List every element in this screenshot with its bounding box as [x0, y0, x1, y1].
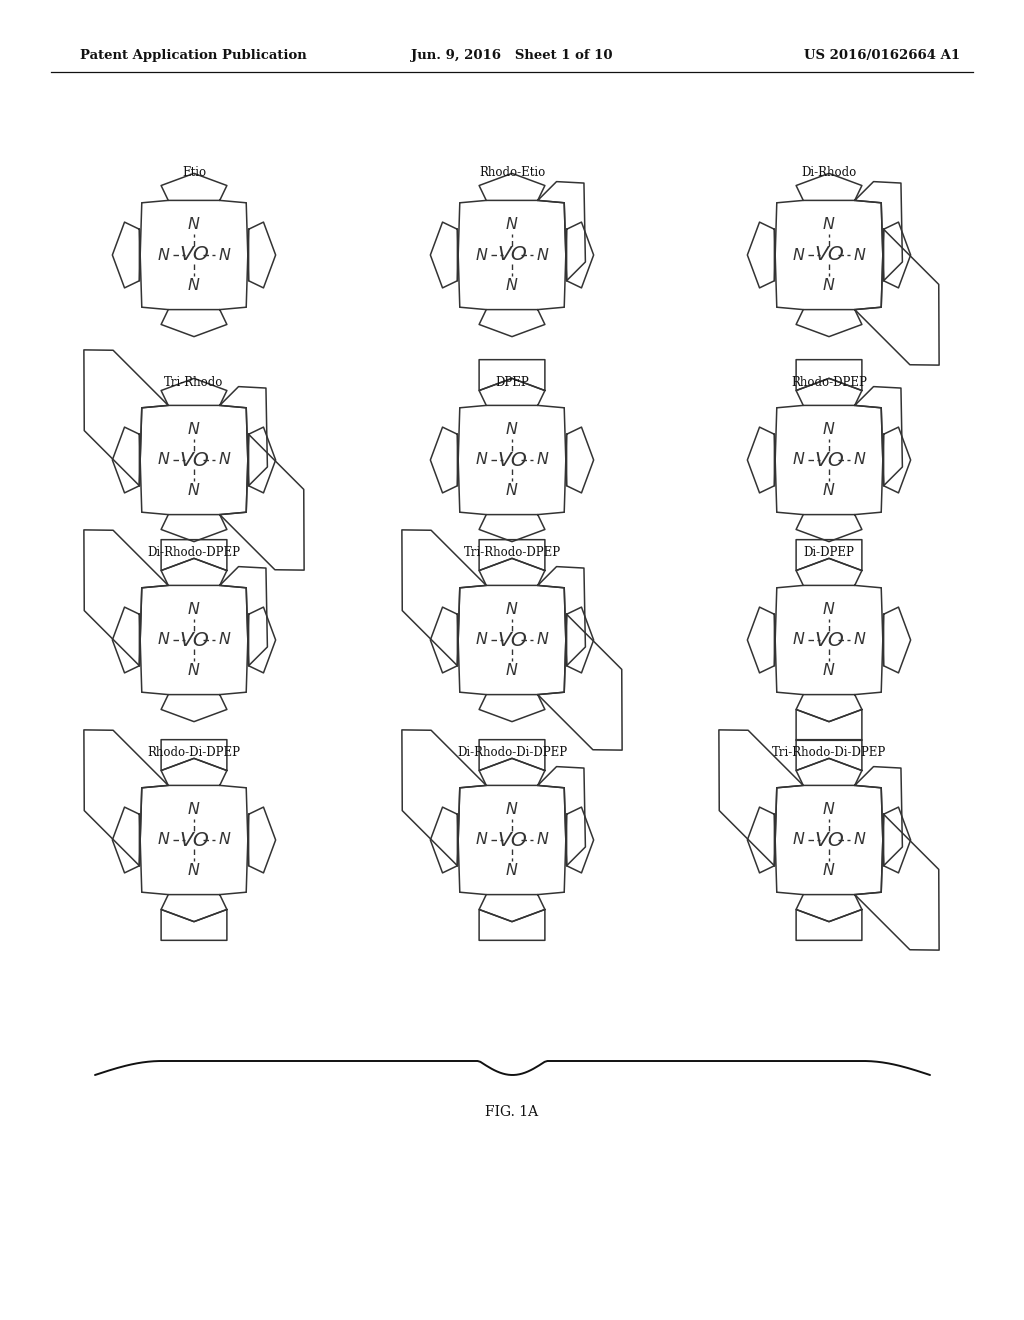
Text: N: N: [188, 218, 200, 232]
Text: N: N: [188, 663, 200, 677]
Text: N: N: [218, 453, 230, 467]
Text: N: N: [823, 602, 835, 618]
Text: N: N: [188, 863, 200, 878]
Text: VO: VO: [179, 631, 209, 649]
Text: N: N: [853, 453, 865, 467]
Text: DPEP: DPEP: [496, 376, 528, 389]
Text: N: N: [506, 863, 518, 878]
Text: VO: VO: [497, 450, 527, 470]
Text: N: N: [823, 483, 835, 498]
Text: VO: VO: [814, 830, 844, 850]
Text: N: N: [793, 248, 805, 263]
Text: N: N: [218, 248, 230, 263]
Text: N: N: [188, 483, 200, 498]
Text: N: N: [476, 833, 487, 847]
Text: N: N: [853, 833, 865, 847]
Text: N: N: [188, 803, 200, 817]
Text: N: N: [853, 248, 865, 263]
Text: N: N: [158, 453, 170, 467]
Text: N: N: [823, 277, 835, 293]
Text: VO: VO: [179, 450, 209, 470]
Text: N: N: [158, 248, 170, 263]
Text: N: N: [823, 218, 835, 232]
Text: FIG. 1A: FIG. 1A: [485, 1105, 539, 1119]
Text: N: N: [188, 422, 200, 437]
Text: Di-Rhodo-DPEP: Di-Rhodo-DPEP: [147, 546, 241, 560]
Text: N: N: [537, 833, 548, 847]
Text: N: N: [476, 453, 487, 467]
Text: VO: VO: [179, 830, 209, 850]
Text: VO: VO: [814, 631, 844, 649]
Text: N: N: [476, 248, 487, 263]
Text: Rhodo-Di-DPEP: Rhodo-Di-DPEP: [147, 747, 241, 759]
Text: N: N: [158, 833, 170, 847]
Text: N: N: [188, 277, 200, 293]
Text: N: N: [793, 453, 805, 467]
Text: N: N: [506, 663, 518, 677]
Text: Jun. 9, 2016   Sheet 1 of 10: Jun. 9, 2016 Sheet 1 of 10: [412, 49, 612, 62]
Text: N: N: [218, 632, 230, 648]
Text: N: N: [853, 632, 865, 648]
Text: Di-Rhodo-Di-DPEP: Di-Rhodo-Di-DPEP: [457, 747, 567, 759]
Text: Patent Application Publication: Patent Application Publication: [80, 49, 307, 62]
Text: N: N: [476, 632, 487, 648]
Text: Di-DPEP: Di-DPEP: [804, 546, 854, 560]
Text: N: N: [506, 602, 518, 618]
Text: N: N: [188, 602, 200, 618]
Text: N: N: [506, 483, 518, 498]
Text: N: N: [823, 803, 835, 817]
Text: Tri-Rhodo-Di-DPEP: Tri-Rhodo-Di-DPEP: [772, 747, 886, 759]
Text: N: N: [158, 632, 170, 648]
Text: VO: VO: [497, 631, 527, 649]
Text: US 2016/0162664 A1: US 2016/0162664 A1: [804, 49, 961, 62]
Text: VO: VO: [497, 830, 527, 850]
Text: Rhodo-DPEP: Rhodo-DPEP: [792, 376, 867, 389]
Text: N: N: [537, 248, 548, 263]
Text: N: N: [537, 453, 548, 467]
Text: Tri-Rhodo-DPEP: Tri-Rhodo-DPEP: [464, 546, 560, 560]
Text: N: N: [793, 833, 805, 847]
Text: Etio: Etio: [182, 166, 206, 180]
Text: N: N: [218, 833, 230, 847]
Text: VO: VO: [179, 246, 209, 264]
Text: N: N: [506, 803, 518, 817]
Text: N: N: [537, 632, 548, 648]
Text: N: N: [506, 422, 518, 437]
Text: Di-Rhodo: Di-Rhodo: [802, 166, 857, 180]
Text: N: N: [793, 632, 805, 648]
Text: N: N: [506, 218, 518, 232]
Text: Tri-Rhodo: Tri-Rhodo: [164, 376, 223, 389]
Text: VO: VO: [497, 246, 527, 264]
Text: VO: VO: [814, 450, 844, 470]
Text: N: N: [506, 277, 518, 293]
Text: N: N: [823, 863, 835, 878]
Text: VO: VO: [814, 246, 844, 264]
Text: Rhodo-Etio: Rhodo-Etio: [479, 166, 545, 180]
Text: N: N: [823, 663, 835, 677]
Text: N: N: [823, 422, 835, 437]
